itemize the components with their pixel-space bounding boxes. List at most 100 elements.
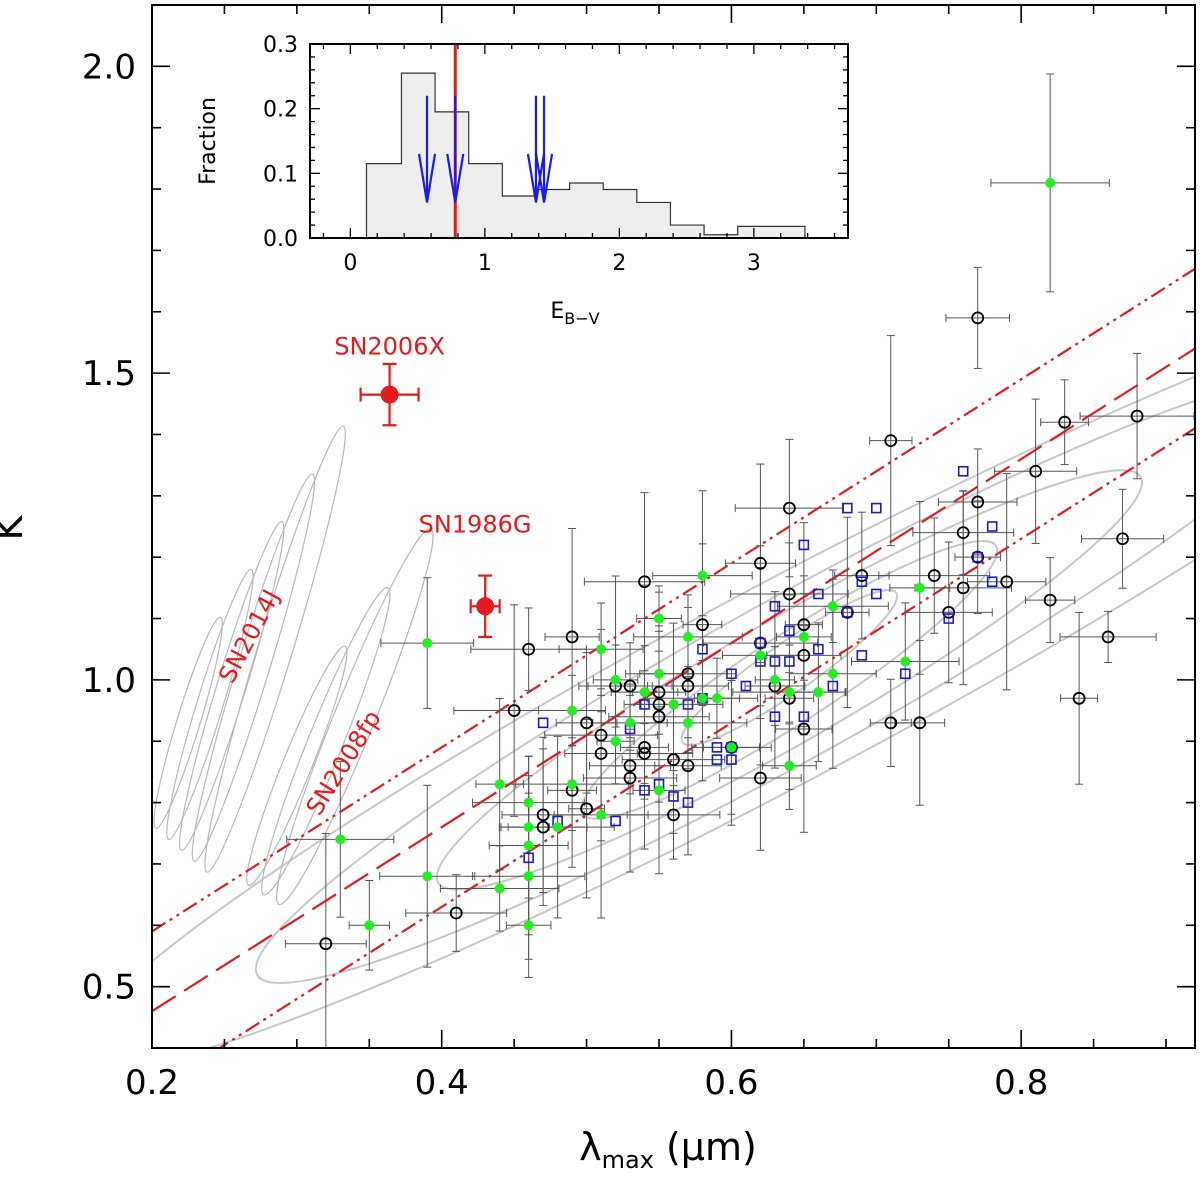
filled-circle-point [682, 717, 693, 728]
sn-contour-group [153, 425, 434, 906]
open-circle-point [536, 808, 550, 822]
open-circle-point [971, 311, 985, 325]
highlight-marker [380, 385, 399, 404]
open-square-point [726, 668, 737, 680]
filled-circle-point [711, 693, 722, 704]
open-square-point [610, 815, 621, 827]
inset-x-axis-title-subscript: B−V [564, 309, 599, 328]
errorbar-0-53 [1024, 557, 1076, 644]
errorbar-0-47 [912, 490, 1015, 576]
open-circle-point [638, 575, 651, 589]
inset-y-tick-label: 0.0 [263, 227, 298, 252]
open-circle-point [927, 569, 941, 582]
open-circle-point [681, 679, 695, 693]
main-plot-frame [151, 4, 1196, 1049]
arrow-head [446, 153, 465, 203]
open-square-point [972, 551, 984, 563]
errorbar-0-44 [878, 517, 991, 634]
arrow-head [417, 153, 437, 203]
filled-circle-point [567, 779, 578, 790]
open-circle-point [652, 698, 666, 711]
open-square-point [986, 521, 998, 532]
open-circle-point [942, 605, 956, 619]
open-circle-point [638, 747, 651, 760]
filled-circle-point [697, 570, 708, 581]
open-square-point [856, 650, 868, 661]
open-circle-point [840, 605, 854, 619]
open-circle-point [725, 740, 738, 754]
open-circle-point [681, 667, 695, 681]
errorbar-0-41 [869, 335, 913, 547]
errorbar-0-55 [1060, 611, 1099, 785]
open-circle-point [1072, 691, 1086, 705]
main-ticks-group: 0.2 0.4 0.6 0.8 0.5 1.0 1.5 2.0 [82, 4, 1195, 1103]
open-square-point [798, 711, 810, 722]
histogram-outline [365, 72, 806, 238]
open-square-point [769, 656, 781, 667]
arrow-head [534, 153, 554, 203]
open-circle-point [782, 501, 796, 515]
open-circle-point [1116, 532, 1129, 546]
filled-circle-point [422, 638, 433, 649]
errorbar-0-52 [994, 398, 1078, 544]
filled-circle-point [668, 699, 679, 710]
open-circle-point [1058, 415, 1072, 429]
errorbar-0-50 [945, 266, 1010, 369]
open-circle-point [797, 618, 811, 632]
inset-x-axis-title-symbol: E [550, 299, 564, 324]
x-tick-label: 0.8 [994, 1063, 1048, 1103]
open-square-point [682, 699, 694, 710]
open-circle-point [623, 759, 637, 773]
open-circle-point [971, 550, 985, 564]
filled-circle-point [798, 631, 809, 642]
filled-circle-point [523, 822, 534, 833]
y-tick-label: 1.5 [82, 354, 136, 394]
inset-x-axis-title: EB−V [550, 299, 599, 328]
open-square-point [682, 797, 694, 808]
errorbar-0-0 [284, 832, 367, 1048]
open-circle-point [536, 820, 550, 834]
inset-frame [309, 43, 849, 239]
annotation-sn1986g: SN1986G [419, 511, 532, 539]
open-square-point [957, 465, 969, 477]
open-circle-point [754, 556, 767, 570]
contour-ellipse-3 [435, 469, 1143, 891]
open-circle-point [667, 753, 680, 767]
filled-circle-point [827, 601, 838, 612]
filled-circle-point [784, 760, 795, 771]
open-square-point [871, 502, 882, 514]
x-axis-title: λmax (μm) [579, 1125, 757, 1174]
open-circle-point [667, 808, 680, 822]
filled-circle-point [639, 687, 650, 698]
errorbar-0-49 [937, 448, 1018, 556]
open-circle-point [594, 728, 608, 742]
open-circle-point [696, 618, 709, 632]
filled-circle-point [567, 705, 578, 716]
open-square-point [827, 680, 839, 692]
open-square-point [697, 643, 708, 655]
open-square-point [813, 588, 824, 600]
open-circle-point [522, 642, 536, 656]
sn2008fp-contour-3 [246, 645, 348, 886]
open-circle-point [1130, 409, 1144, 423]
open-circle-point [623, 771, 637, 785]
filled-circle-point [654, 613, 665, 624]
filled-circle-point [523, 797, 534, 808]
inset-arrow-4 [534, 95, 554, 203]
open-circle-point [884, 716, 898, 730]
inset-arrow-1 [417, 95, 437, 203]
filled-circle-point [494, 883, 505, 894]
errorbar-0-56 [1059, 610, 1157, 663]
sn2008fp-contour-1 [276, 528, 434, 906]
x-axis-title-unit: (μm) [666, 1125, 757, 1169]
filled-circle-point [755, 650, 766, 661]
open-circle-point [507, 704, 521, 717]
fit-line-bound-2 [217, 427, 1195, 1048]
open-square-point [726, 754, 737, 765]
open-circle-point [319, 937, 333, 951]
filled-circle-point [422, 871, 433, 882]
y-tick-label: 0.5 [82, 968, 136, 1008]
open-square-point [639, 785, 650, 796]
y-tick-label: 1.0 [82, 661, 136, 701]
open-square-point [986, 576, 998, 588]
